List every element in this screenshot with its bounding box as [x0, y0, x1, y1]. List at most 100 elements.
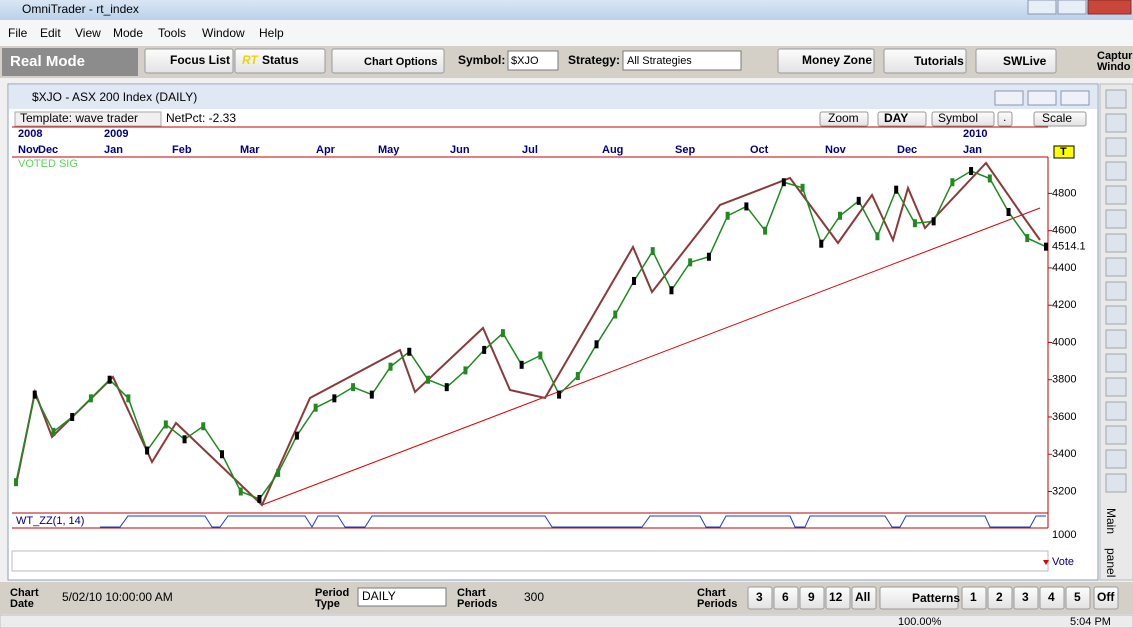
window-button[interactable]: [1027, 90, 1057, 106]
last-price-box: [1049, 240, 1089, 253]
tool-icon[interactable]: [1105, 473, 1127, 493]
page-button[interactable]: [987, 586, 1013, 610]
label: Chart: [697, 587, 726, 599]
price-bar: [51, 427, 56, 436]
patterns-button[interactable]: [879, 586, 959, 610]
tool-icon[interactable]: [1105, 353, 1127, 373]
price-bar: [70, 412, 75, 421]
tool-icon[interactable]: [1105, 329, 1127, 349]
month-label: Nov: [825, 144, 847, 156]
price-bar: [669, 286, 674, 295]
scale-button[interactable]: [1033, 111, 1087, 127]
month-label: Feb: [172, 144, 192, 156]
price-bar: [444, 383, 449, 392]
year-label: 2008: [18, 128, 42, 140]
tool-icon[interactable]: [1105, 89, 1127, 109]
symbol-button[interactable]: [931, 111, 995, 127]
status-bar: [0, 614, 1133, 628]
button-label: .: [1003, 110, 1006, 124]
period-button[interactable]: [773, 586, 799, 610]
year-label: 2009: [104, 128, 128, 140]
button-label: 3: [756, 590, 763, 604]
menu-item[interactable]: View: [75, 26, 101, 40]
month-label: May: [378, 144, 400, 156]
label: Periods: [457, 598, 497, 610]
tool-icon[interactable]: [1105, 185, 1127, 205]
dot-button[interactable]: [997, 111, 1013, 127]
period-select[interactable]: [357, 587, 447, 607]
swlive-button[interactable]: [975, 48, 1057, 74]
button-label: Captur: [1097, 50, 1133, 62]
template-select[interactable]: [14, 111, 162, 127]
focus-list-button[interactable]: [144, 48, 234, 74]
tool-icon[interactable]: [1105, 137, 1127, 157]
y-tick-label: 4800: [1052, 187, 1076, 199]
page-button[interactable]: [961, 586, 987, 610]
tutorials-button[interactable]: [883, 48, 967, 74]
button-label: Off: [1097, 590, 1115, 604]
label: Chart: [10, 587, 39, 599]
tool-icon[interactable]: [1105, 113, 1127, 133]
strategy-select[interactable]: [622, 50, 742, 71]
min-button[interactable]: [1027, 0, 1057, 15]
menu-item[interactable]: Tools: [158, 26, 186, 40]
month-label: Jul: [522, 144, 538, 156]
tool-icon[interactable]: [1105, 281, 1127, 301]
price-bar: [987, 174, 992, 183]
window-button[interactable]: [1060, 90, 1090, 106]
period-button[interactable]: [747, 586, 773, 610]
symbol-label: Symbol:: [458, 53, 505, 67]
side-tab[interactable]: Main: [1104, 508, 1118, 534]
menu-item[interactable]: Help: [259, 26, 284, 40]
chart-periods: 300: [524, 590, 544, 604]
price-bar: [332, 394, 337, 403]
tool-icon[interactable]: [1105, 425, 1127, 445]
vote-marker: [1043, 560, 1049, 565]
period-button[interactable]: [825, 586, 851, 610]
price-bar: [875, 232, 880, 241]
zoom-button[interactable]: [819, 111, 869, 127]
y-tick-label: 3800: [1052, 374, 1076, 386]
price-bar: [145, 446, 150, 455]
page-button[interactable]: [1013, 586, 1039, 610]
side-tab[interactable]: panel: [1104, 548, 1118, 577]
money-zone-button[interactable]: [777, 48, 875, 74]
menu-bar: [0, 20, 1133, 46]
period-button[interactable]: [851, 586, 877, 610]
menu-item[interactable]: File: [8, 26, 28, 40]
button-label: Focus List: [170, 53, 230, 67]
indicator-label: WT_ZZ(1, 14): [16, 515, 84, 527]
tool-icon[interactable]: [1105, 449, 1127, 469]
page-button[interactable]: [1039, 586, 1065, 610]
tool-icon[interactable]: [1105, 377, 1127, 397]
window-button[interactable]: [994, 90, 1024, 106]
max-button[interactable]: [1057, 0, 1087, 15]
period-button[interactable]: [877, 111, 927, 127]
y-tick-label: 3600: [1052, 411, 1076, 423]
chart-options-button[interactable]: [331, 48, 445, 74]
indicator-line: [100, 515, 1046, 528]
tool-icon[interactable]: [1105, 161, 1127, 181]
y-tick-label: 4200: [1052, 299, 1076, 311]
price-bar: [276, 468, 281, 477]
period-button[interactable]: [799, 586, 825, 610]
status-button[interactable]: [234, 48, 326, 74]
price-bar: [819, 239, 824, 248]
label: Type: [315, 598, 340, 610]
tool-icon[interactable]: [1105, 305, 1127, 325]
menu-item[interactable]: Window: [202, 26, 245, 40]
price-bar: [538, 351, 543, 360]
menu-item[interactable]: Edit: [40, 26, 61, 40]
tool-icon[interactable]: [1105, 233, 1127, 253]
button-label: 12: [829, 590, 843, 604]
close-button[interactable]: [1087, 0, 1132, 15]
tool-icon[interactable]: [1105, 401, 1127, 421]
page-button[interactable]: [1065, 586, 1091, 610]
button-label: DAY: [884, 111, 908, 125]
tool-icon[interactable]: [1105, 257, 1127, 277]
menu-item[interactable]: Mode: [113, 26, 143, 40]
tool-icon[interactable]: [1105, 209, 1127, 229]
page-button[interactable]: [1093, 586, 1119, 610]
month-label: Jan: [104, 144, 123, 156]
symbol-input[interactable]: [507, 50, 559, 71]
